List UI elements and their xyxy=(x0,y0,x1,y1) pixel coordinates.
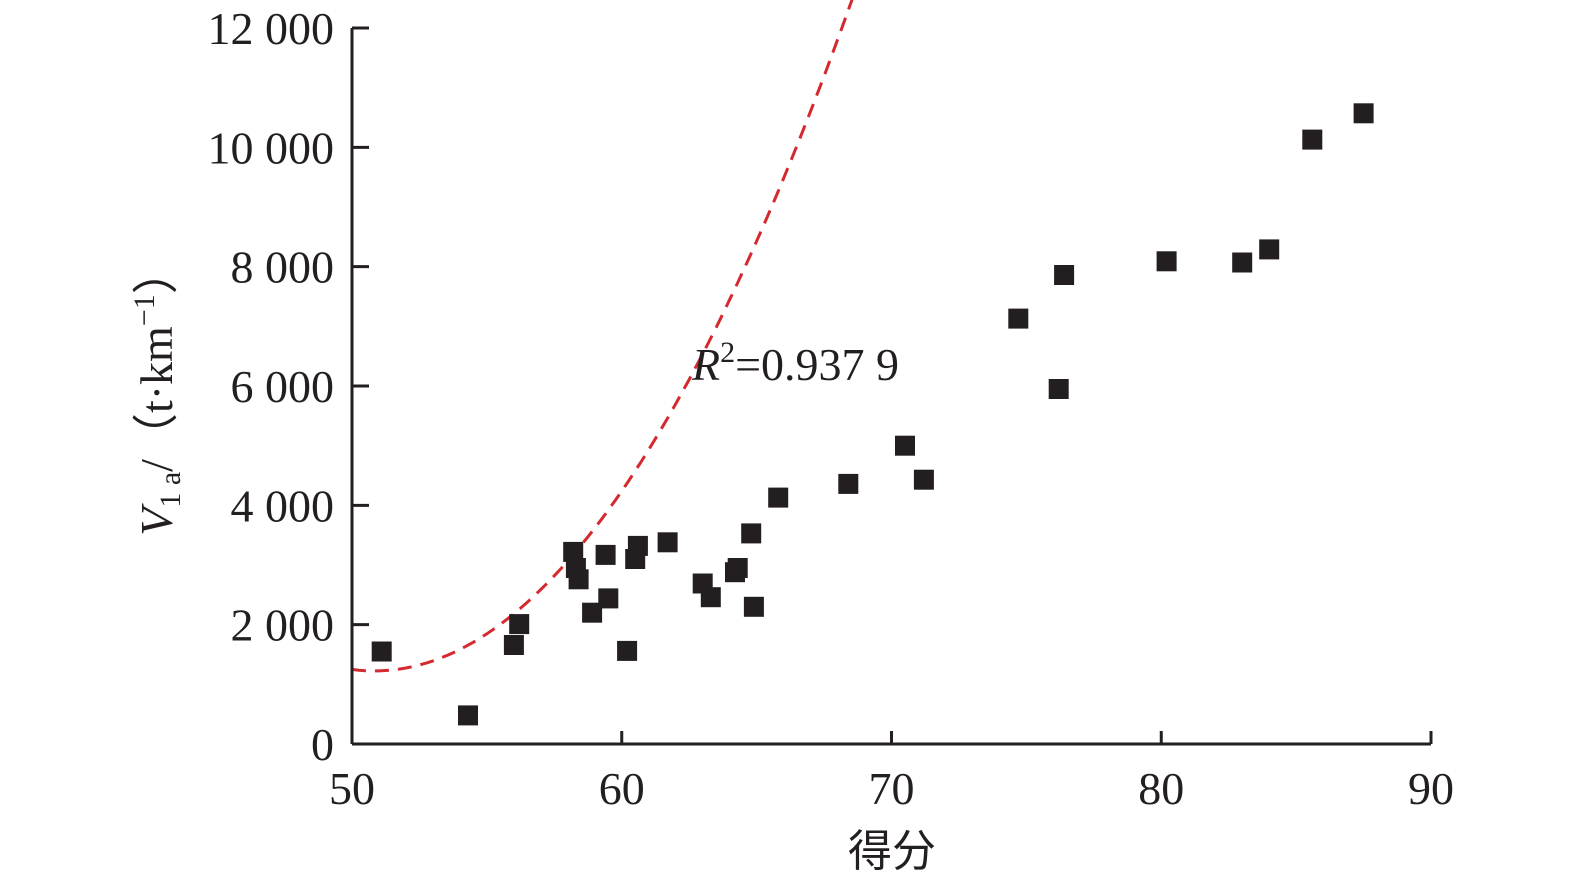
data-point xyxy=(1048,379,1069,399)
y-tick-label: 0 xyxy=(311,719,334,770)
y-axis-symbol: V xyxy=(131,503,182,536)
data-point xyxy=(768,487,789,508)
r-symbol: R xyxy=(691,339,720,390)
data-point xyxy=(1008,308,1029,329)
data-point xyxy=(1054,265,1075,285)
data-point xyxy=(371,641,392,662)
r-superscript: 2 xyxy=(720,336,735,369)
data-point xyxy=(1232,252,1253,273)
plot-area xyxy=(351,0,1374,726)
data-point xyxy=(563,541,584,562)
y-tick-label: 2 000 xyxy=(231,600,335,651)
data-point xyxy=(509,614,530,635)
data-point xyxy=(598,588,619,609)
data-point xyxy=(657,532,678,553)
data-point xyxy=(458,705,478,726)
x-tick-label: 80 xyxy=(1138,763,1184,814)
y-axis-title: V1 a/（t·km−1） xyxy=(128,248,187,536)
x-tick-label: 60 xyxy=(599,763,645,814)
y-tick-label: 10 000 xyxy=(208,122,335,173)
data-point xyxy=(700,587,721,608)
y-axis-unit-superscript: −1 xyxy=(128,294,161,326)
trend-line xyxy=(351,0,854,673)
data-point xyxy=(743,596,764,617)
data-point xyxy=(503,635,524,655)
data-point xyxy=(741,523,762,544)
data-point xyxy=(627,535,648,556)
data-point xyxy=(1156,251,1177,272)
r-squared-annotation: R2=0.937 9 xyxy=(691,336,899,390)
r-value: =0.937 9 xyxy=(735,339,899,390)
x-tick-label: 50 xyxy=(329,763,375,814)
x-axis-title: 得分 xyxy=(848,826,936,877)
y-axis-subscript: 1 a xyxy=(154,472,187,508)
axes: 50 60 70 80 90 0 2 000 4 000 6 000 8 000 10 000 12 … xyxy=(208,3,1455,814)
data-point xyxy=(568,569,589,590)
y-tick-label: 4 000 xyxy=(231,480,335,531)
data-point xyxy=(582,602,603,623)
data-point xyxy=(838,473,859,494)
y-tick-label: 12 000 xyxy=(208,3,335,54)
data-point xyxy=(595,544,616,565)
data-point xyxy=(913,469,934,490)
x-tick-label: 90 xyxy=(1408,763,1454,814)
x-tick-label: 70 xyxy=(869,763,915,814)
data-point xyxy=(895,435,915,456)
y-axis-unit: /（t·km xyxy=(131,326,182,472)
data-point xyxy=(1302,129,1323,150)
y-axis-unit-close: ） xyxy=(131,248,182,294)
y-tick-label: 6 000 xyxy=(231,361,335,412)
data-point xyxy=(617,640,638,661)
data-point xyxy=(727,558,748,578)
y-tick-label: 8 000 xyxy=(231,242,335,293)
data-point xyxy=(1353,103,1374,124)
data-point xyxy=(1259,239,1280,260)
